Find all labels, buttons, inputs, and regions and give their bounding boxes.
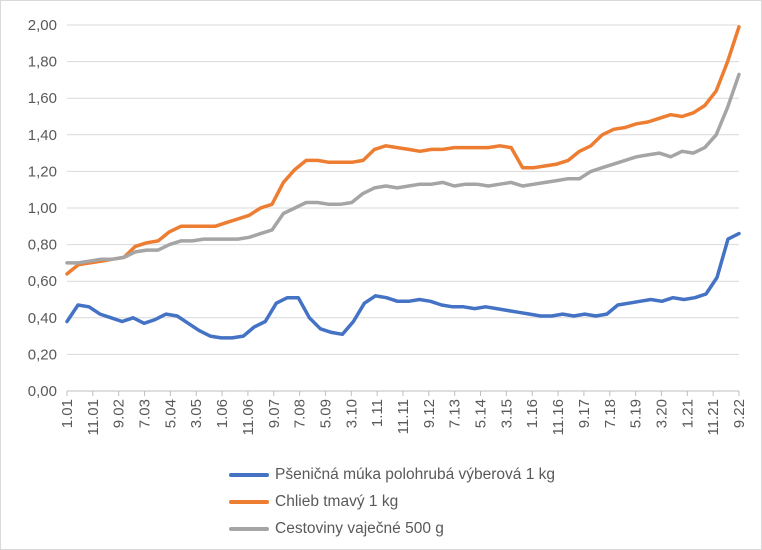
x-tick-label: 3.20: [653, 399, 670, 428]
series-line-chlieb: [65, 25, 741, 276]
x-tick-label: 9.22: [731, 399, 748, 428]
y-tick-label: 1,00: [28, 200, 57, 217]
x-tick-label: 3.10: [343, 399, 360, 428]
x-tick-label: 9.07: [266, 399, 283, 428]
y-tick-label: 0,00: [28, 383, 57, 400]
x-tick-label: 7.03: [137, 399, 154, 428]
legend-label-cestoviny: Cestoviny vaječné 500 g: [275, 519, 444, 537]
x-tick-label: 11.21: [705, 399, 722, 435]
x-tick-label: 7.13: [447, 399, 464, 428]
y-tick-label: 2,00: [28, 17, 57, 34]
x-tick-label: 1.01: [59, 399, 76, 428]
x-tick-label: 11.06: [240, 399, 257, 435]
chart-legend: Pšeničná múka polohrubá výberová 1 kg Ch…: [229, 461, 555, 542]
y-tick-label: 0,80: [28, 237, 57, 254]
series-line-muka: [65, 231, 741, 340]
x-tick-label: 1.06: [214, 399, 231, 428]
y-tick-label: 1,20: [28, 163, 57, 180]
x-tick-label: 11.11: [395, 399, 412, 434]
x-tick-label: 3.05: [188, 399, 205, 428]
x-tick-label: 5.04: [162, 399, 179, 428]
legend-label-chlieb: Chlieb tmavý 1 kg: [275, 492, 399, 510]
x-tick-label: 9.12: [421, 399, 438, 428]
legend-item-cestoviny: Cestoviny vaječné 500 g: [229, 515, 555, 542]
x-tick-label: 5.19: [628, 399, 645, 428]
x-tick-label: 7.08: [292, 399, 309, 428]
y-tick-label: 0,20: [28, 346, 57, 363]
x-tick-label: 9.17: [576, 399, 593, 428]
legend-label-muka: Pšeničná múka polohrubá výberová 1 kg: [275, 465, 556, 483]
x-tick-label: 9.02: [111, 399, 128, 428]
series-line-cestoviny: [65, 72, 741, 265]
legend-swatch-chlieb: [229, 499, 269, 504]
legend-item-chlieb: Chlieb tmavý 1 kg: [229, 488, 555, 515]
x-tick-label: 5.09: [317, 399, 334, 428]
x-tick-label: 5.14: [473, 399, 490, 428]
x-tick-label: 1.11: [369, 399, 386, 427]
x-tick-label: 11.01: [85, 399, 102, 435]
x-tick-label: 7.18: [602, 399, 619, 428]
x-tick-label: 3.15: [498, 399, 515, 428]
y-tick-label: 1,80: [28, 54, 57, 71]
legend-swatch-cestoviny: [229, 526, 269, 531]
x-tick-label: 1.21: [679, 399, 696, 428]
legend-swatch-muka: [229, 472, 269, 477]
legend-item-muka: Pšeničná múka polohrubá výberová 1 kg: [229, 461, 555, 488]
y-tick-label: 0,60: [28, 273, 57, 290]
y-tick-label: 0,40: [28, 310, 57, 327]
y-tick-label: 1,60: [28, 90, 57, 107]
x-tick-label: 1.16: [524, 399, 541, 428]
x-tick-label: 11.16: [550, 399, 567, 435]
y-tick-label: 1,40: [28, 127, 57, 144]
